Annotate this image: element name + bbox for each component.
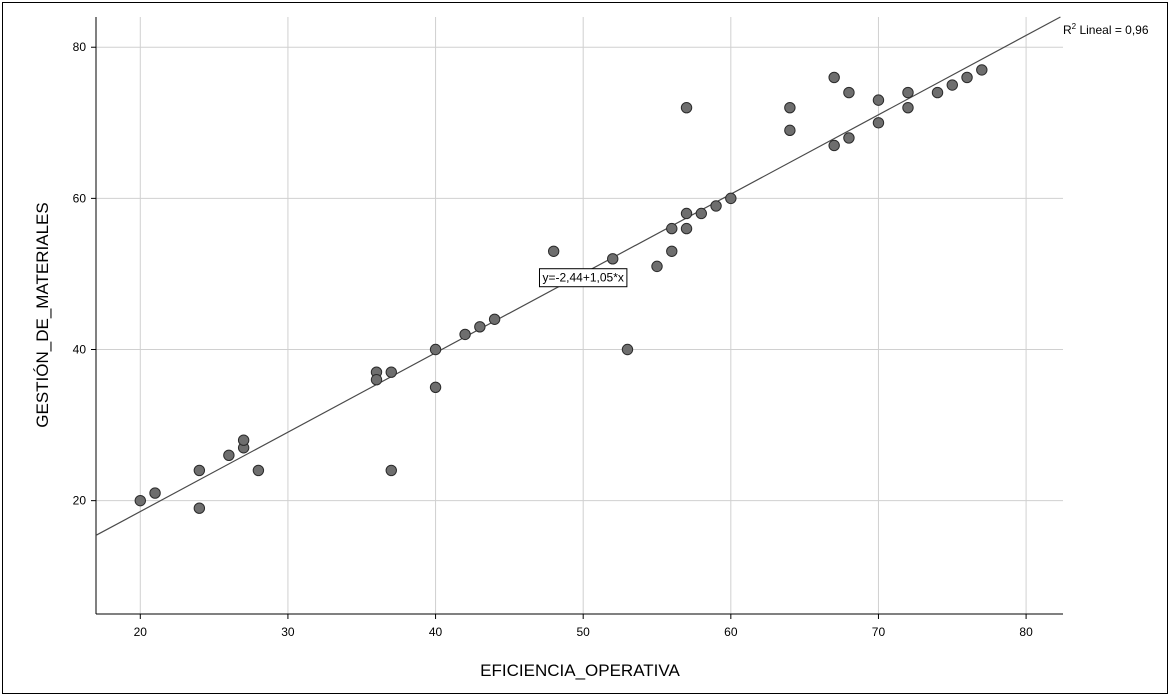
r2-label-sup: 2 [1072, 22, 1077, 31]
y-tick-label: 80 [73, 40, 87, 54]
data-point [134, 494, 146, 507]
x-tick-label: 80 [1019, 625, 1033, 639]
data-point [725, 192, 737, 205]
data-point [459, 328, 471, 341]
data-point [843, 86, 855, 99]
data-point [710, 200, 722, 212]
data-point [680, 207, 693, 220]
data-point [607, 253, 619, 265]
grid-layer [96, 17, 1063, 614]
data-point [385, 464, 397, 477]
y-axis-title: GESTIÓN_DE_MATERIALES [33, 202, 52, 427]
equation-label: y=-2,44+1,05*x [542, 271, 623, 285]
x-tick-label: 20 [134, 625, 148, 639]
data-point [429, 343, 442, 356]
data-point [193, 502, 206, 514]
data-point [252, 464, 265, 477]
point-layer [134, 64, 988, 514]
data-point [680, 101, 693, 114]
data-point [474, 321, 486, 333]
x-tick-label: 40 [429, 625, 443, 639]
data-point [488, 313, 501, 325]
data-point [784, 101, 796, 114]
x-tick-label: 50 [577, 625, 591, 639]
data-point [902, 101, 914, 114]
data-point [149, 487, 161, 499]
data-point [193, 464, 206, 477]
data-point [872, 94, 885, 106]
r2-label-suffix: Lineal = 0,96 [1076, 23, 1149, 37]
data-point [872, 117, 885, 129]
data-point [931, 86, 944, 99]
data-point [828, 71, 840, 84]
x-tick-label: 60 [724, 625, 738, 639]
r2-label-prefix: R [1063, 23, 1072, 37]
data-point [843, 132, 855, 144]
r2-label: R2 Lineal = 0,96 [1063, 22, 1149, 37]
x-tick-label: 30 [281, 625, 295, 639]
data-point [828, 139, 840, 152]
data-point [976, 64, 988, 76]
x-tick-label: 70 [872, 625, 886, 639]
x-axis-title: EFICIENCIA_OPERATIVA [480, 661, 680, 680]
data-point [784, 124, 796, 137]
data-point [429, 381, 442, 393]
data-point [961, 71, 973, 84]
y-tick-label: 60 [73, 191, 87, 205]
data-point [223, 449, 235, 462]
equation-box [538, 268, 628, 288]
data-point [237, 434, 250, 446]
data-point [370, 374, 383, 386]
data-point [666, 222, 678, 235]
data-point [946, 79, 958, 91]
data-point [695, 207, 707, 220]
y-tick-label: 40 [73, 343, 87, 357]
data-point [651, 260, 663, 273]
data-point [547, 245, 560, 257]
axis-layer: 20 30 40 50 60 70 80 20 40 60 80 [73, 17, 1063, 639]
data-point [902, 86, 914, 99]
data-point [385, 366, 397, 378]
y-tick-label: 20 [73, 494, 87, 508]
data-point [680, 222, 693, 235]
data-point [621, 343, 634, 356]
data-point [666, 245, 678, 257]
